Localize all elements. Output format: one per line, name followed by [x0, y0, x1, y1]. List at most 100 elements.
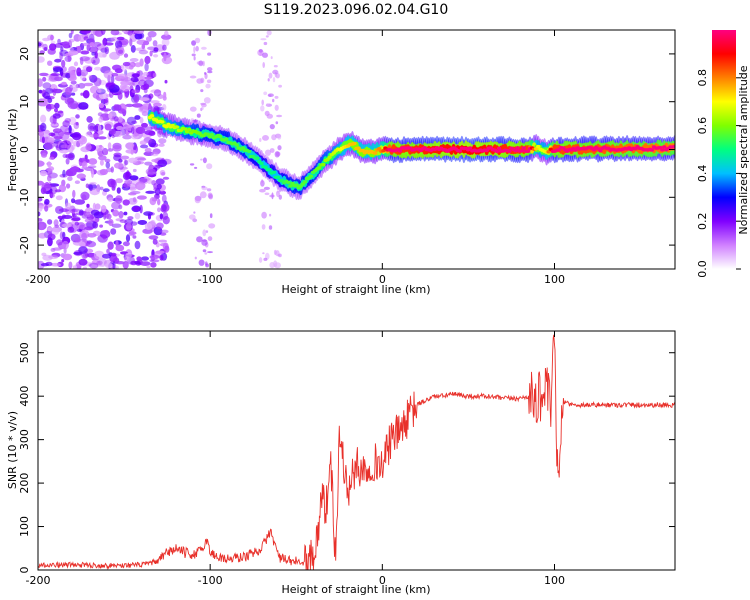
colorbar-gradient [712, 30, 736, 269]
spectrogram-x-tick-label: -100 [198, 273, 223, 286]
heatmap-ridge-cell [591, 148, 597, 152]
heatmap-noise-cell [38, 56, 45, 63]
heatmap-noise-cell [162, 211, 169, 220]
heatmap-noise-cell [81, 42, 91, 47]
heatmap-noise-cell [44, 142, 55, 150]
heatmap-noise-cell [201, 107, 204, 110]
heatmap-noise-cell [125, 234, 131, 243]
heatmap-ridge-cell [321, 162, 326, 167]
heatmap-ridge-cell [372, 151, 378, 155]
heatmap-noise-cell [145, 36, 152, 42]
spectrogram-y-tick-label: 20 [18, 47, 31, 61]
heatmap-ridge-cell [515, 146, 520, 150]
heatmap-noise-cell [49, 43, 57, 51]
heatmap-noise-cell [261, 224, 266, 230]
heatmap-noise-cell [68, 47, 74, 51]
heatmap-noise-cell [64, 97, 75, 105]
heatmap-noise-cell [139, 117, 144, 124]
heatmap-ridge-cell [377, 147, 382, 151]
heatmap-noise-cell [132, 206, 140, 211]
heatmap-noise-cell [79, 71, 86, 81]
heatmap-noise-cell [202, 249, 207, 253]
heatmap-noise-cell [78, 34, 86, 42]
heatmap-noise-cell [99, 144, 103, 148]
heatmap-noise-cell [157, 207, 161, 213]
heatmap-noise-cell [189, 163, 195, 166]
heatmap-noise-cell [89, 46, 99, 54]
heatmap-noise-cell [65, 72, 71, 79]
heatmap-noise-cell [111, 179, 117, 189]
heatmap-noise-cell [71, 198, 76, 204]
heatmap-noise-cell [68, 125, 72, 134]
heatmap-noise-cell [151, 152, 159, 157]
heatmap-noise-cell [261, 179, 264, 183]
heatmap-noise-cell [71, 84, 77, 89]
heatmap-noise-cell [144, 147, 152, 153]
heatmap-noise-cell [122, 61, 131, 67]
heatmap-noise-cell [123, 53, 129, 58]
heatmap-noise-cell [204, 252, 208, 255]
heatmap-noise-cell [159, 213, 164, 220]
heatmap-noise-cell [152, 148, 161, 155]
heatmap-ridge-cell [234, 143, 239, 147]
heatmap-noise-cell [47, 161, 52, 168]
heatmap-noise-cell [198, 259, 205, 266]
heatmap-noise-cell [70, 166, 80, 173]
heatmap-noise-cell [194, 256, 197, 260]
heatmap-noise-cell [61, 215, 73, 219]
heatmap-noise-cell [84, 218, 94, 223]
heatmap-noise-cell [54, 76, 63, 82]
heatmap-noise-cell [38, 42, 42, 47]
heatmap-noise-cell [162, 44, 167, 51]
heatmap-noise-cell [153, 164, 161, 170]
colorbar-tick-label: 0.0 [696, 260, 709, 278]
heatmap-noise-cell [125, 149, 136, 154]
heatmap-ridge-cell [263, 165, 268, 169]
heatmap-noise-cell [100, 205, 107, 213]
heatmap-noise-cell [57, 215, 63, 220]
spectrogram-x-label: Height of straight line (km) [281, 283, 430, 296]
heatmap-noise-cell [52, 247, 62, 251]
spectrogram-y-tick-label: -20 [18, 236, 31, 254]
heatmap-noise-cell [132, 168, 137, 173]
heatmap-noise-cell [45, 103, 52, 112]
heatmap-noise-cell [151, 158, 159, 163]
heatmap-noise-cell [39, 50, 45, 55]
heatmap-noise-cell [81, 232, 87, 242]
heatmap-noise-cell [138, 105, 149, 113]
heatmap-noise-cell [144, 222, 153, 230]
heatmap-ridge-cell [267, 167, 272, 172]
heatmap-noise-cell [93, 250, 105, 260]
heatmap-noise-cell [144, 176, 149, 180]
heatmap-noise-cell [265, 35, 269, 38]
heatmap-noise-cell [65, 86, 72, 95]
heatmap-noise-cell [61, 223, 72, 228]
heatmap-noise-cell [113, 154, 122, 161]
heatmap-noise-cell [80, 146, 91, 153]
heatmap-noise-cell [266, 113, 273, 119]
heatmap-noise-cell [131, 89, 140, 94]
heatmap-noise-cell [60, 144, 70, 149]
heatmap-noise-cell [158, 143, 165, 147]
heatmap-noise-cell [91, 52, 96, 56]
snr-y-tick-label: 400 [18, 386, 31, 407]
heatmap-noise-cell [56, 239, 63, 246]
heatmap-noise-cell [59, 149, 69, 154]
heatmap-noise-cell [86, 211, 91, 217]
heatmap-noise-cell [44, 198, 50, 205]
heatmap-noise-cell [118, 49, 124, 54]
heatmap-noise-cell [194, 196, 201, 204]
heatmap-noise-cell [97, 136, 107, 140]
heatmap-noise-cell [125, 131, 130, 135]
heatmap-noise-cell [68, 261, 73, 269]
heatmap-noise-cell [75, 114, 80, 119]
heatmap-noise-cell [126, 170, 130, 178]
heatmap-noise-cell [110, 36, 119, 42]
heatmap-noise-cell [103, 70, 114, 79]
heatmap-noise-cell [78, 209, 84, 216]
heatmap-noise-cell [100, 108, 112, 112]
heatmap-noise-cell [130, 45, 136, 53]
heatmap-noise-cell [62, 169, 66, 178]
heatmap-noise-cell [103, 229, 110, 236]
heatmap-noise-cell [78, 246, 88, 254]
